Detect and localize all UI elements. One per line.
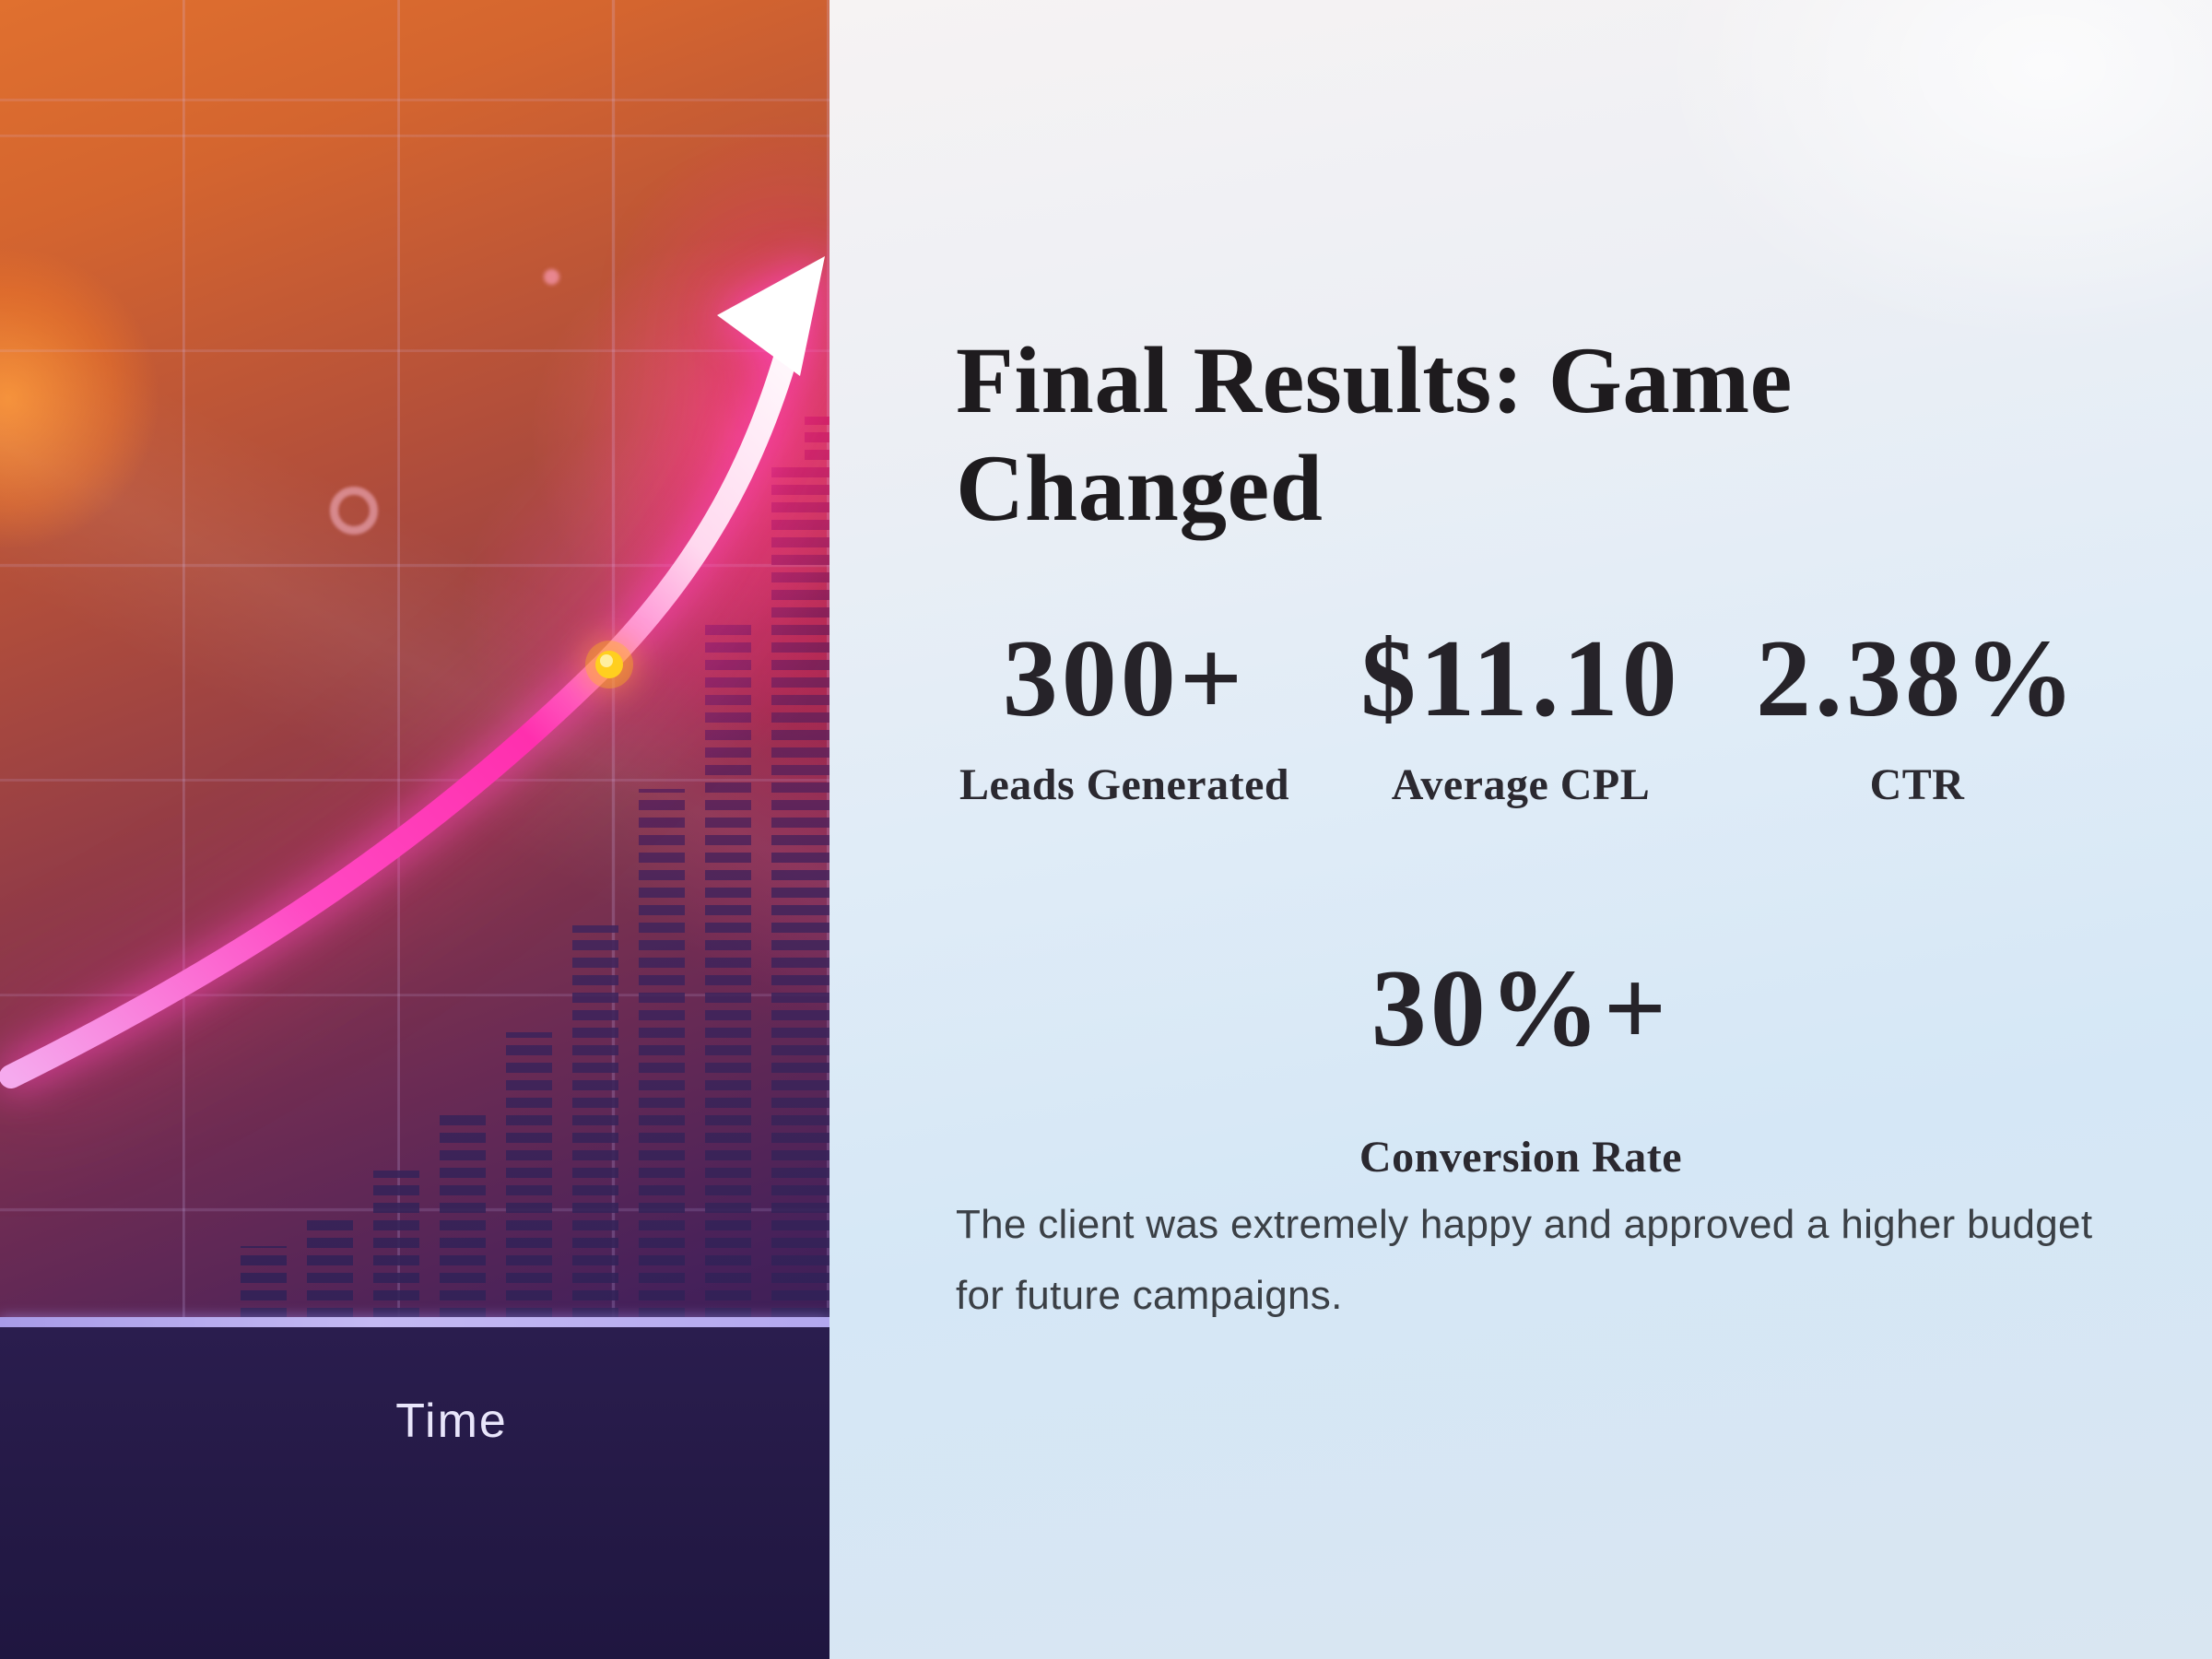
growth-chart-image: Time [0, 0, 830, 1659]
summary-text: The client was extremely happy and appro… [956, 1202, 2093, 1318]
stat-label: Average CPL [1391, 760, 1651, 809]
stat-label: Conversion Rate [1359, 1133, 1683, 1182]
stats-row: 300+ Leads Generated $11.10 Average CPL … [926, 623, 2115, 809]
stat-value: 2.38% [1756, 617, 2078, 739]
arrowhead-icon [717, 256, 825, 376]
x-axis-line [0, 1317, 830, 1327]
stat-value: 300+ [1002, 617, 1247, 739]
trend-line [0, 300, 810, 1088]
stat-leads: 300+ Leads Generated [926, 623, 1323, 809]
data-point-marker [585, 641, 633, 688]
stat-label: CTR [1869, 760, 1965, 809]
dot-particle [544, 269, 559, 285]
stat-cpl: $11.10 Average CPL [1323, 623, 1719, 809]
magenta-glow [0, 0, 830, 1324]
stat-ctr: 2.38% CTR [1719, 623, 2115, 809]
stat-label: Leads Generated [959, 760, 1290, 809]
ring-particle [330, 487, 378, 535]
stat-value: $11.10 [1360, 617, 1681, 739]
page-title: Final Results: Game Changed [956, 328, 1793, 541]
x-axis-band: Time [0, 1327, 830, 1659]
x-axis-label: Time [395, 1394, 508, 1448]
results-panel: Final Results: Game Changed 300+ Leads G… [830, 0, 2212, 1659]
stat-conversion: 30%+ Conversion Rate [926, 953, 2115, 1182]
trend-line-graphic [0, 256, 825, 1088]
stat-value: 30%+ [1371, 947, 1671, 1069]
